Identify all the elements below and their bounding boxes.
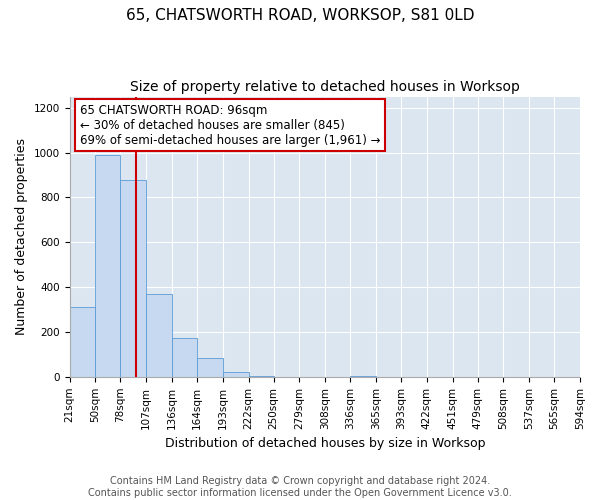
Bar [350,376,376,377]
Bar [223,372,248,377]
X-axis label: Distribution of detached houses by size in Worksop: Distribution of detached houses by size … [164,437,485,450]
Text: Contains HM Land Registry data © Crown copyright and database right 2024.
Contai: Contains HM Land Registry data © Crown c… [88,476,512,498]
Bar [248,376,274,377]
Bar [146,294,172,377]
Title: Size of property relative to detached houses in Worksop: Size of property relative to detached ho… [130,80,520,94]
Text: 65, CHATSWORTH ROAD, WORKSOP, S81 0LD: 65, CHATSWORTH ROAD, WORKSOP, S81 0LD [126,8,474,22]
Text: 65 CHATSWORTH ROAD: 96sqm
← 30% of detached houses are smaller (845)
69% of semi: 65 CHATSWORTH ROAD: 96sqm ← 30% of detac… [80,104,380,146]
Bar [172,338,197,377]
Bar [70,308,95,377]
Bar [121,180,146,377]
Bar [197,358,223,377]
Bar [95,155,121,377]
Y-axis label: Number of detached properties: Number of detached properties [15,138,28,335]
